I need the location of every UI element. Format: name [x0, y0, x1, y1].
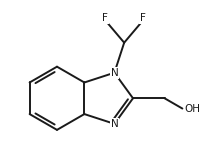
- Text: OH: OH: [184, 104, 201, 114]
- Text: F: F: [102, 13, 108, 23]
- Text: N: N: [110, 68, 118, 78]
- Text: N: N: [110, 119, 118, 129]
- Text: F: F: [140, 13, 146, 23]
